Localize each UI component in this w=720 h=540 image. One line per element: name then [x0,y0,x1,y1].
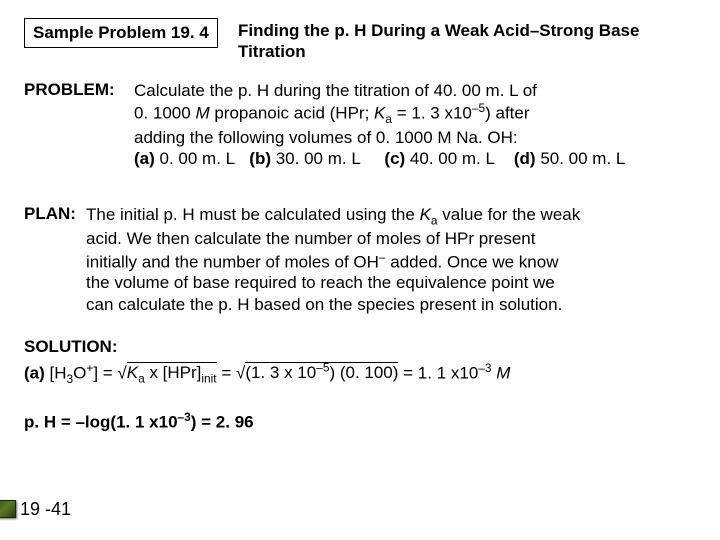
plan-text: The initial p. H must be calculated usin… [86,204,704,315]
problem-label: PROBLEM: [24,80,124,100]
slide-title: Finding the p. H During a Weak Acid–Stro… [238,20,678,63]
problem-text: Calculate the p. H during the titration … [134,80,704,170]
sample-problem-box: Sample Problem 19. 4 [24,18,218,48]
plan-section: PLAN: The initial p. H must be calculate… [24,204,704,315]
bullet-icon [0,500,16,518]
problem-section: PROBLEM: Calculate the p. H during the t… [24,80,704,170]
solution-label: SOLUTION: [24,337,118,356]
solution-section: SOLUTION: (a) [H3O+] = √Ka x [HPr]init =… [24,334,704,388]
ph-result: p. H = –log(1. 1 x10–3) = 2. 96 [24,410,254,433]
plan-label: PLAN: [24,204,84,224]
slide-number: 19 -41 [20,499,71,520]
